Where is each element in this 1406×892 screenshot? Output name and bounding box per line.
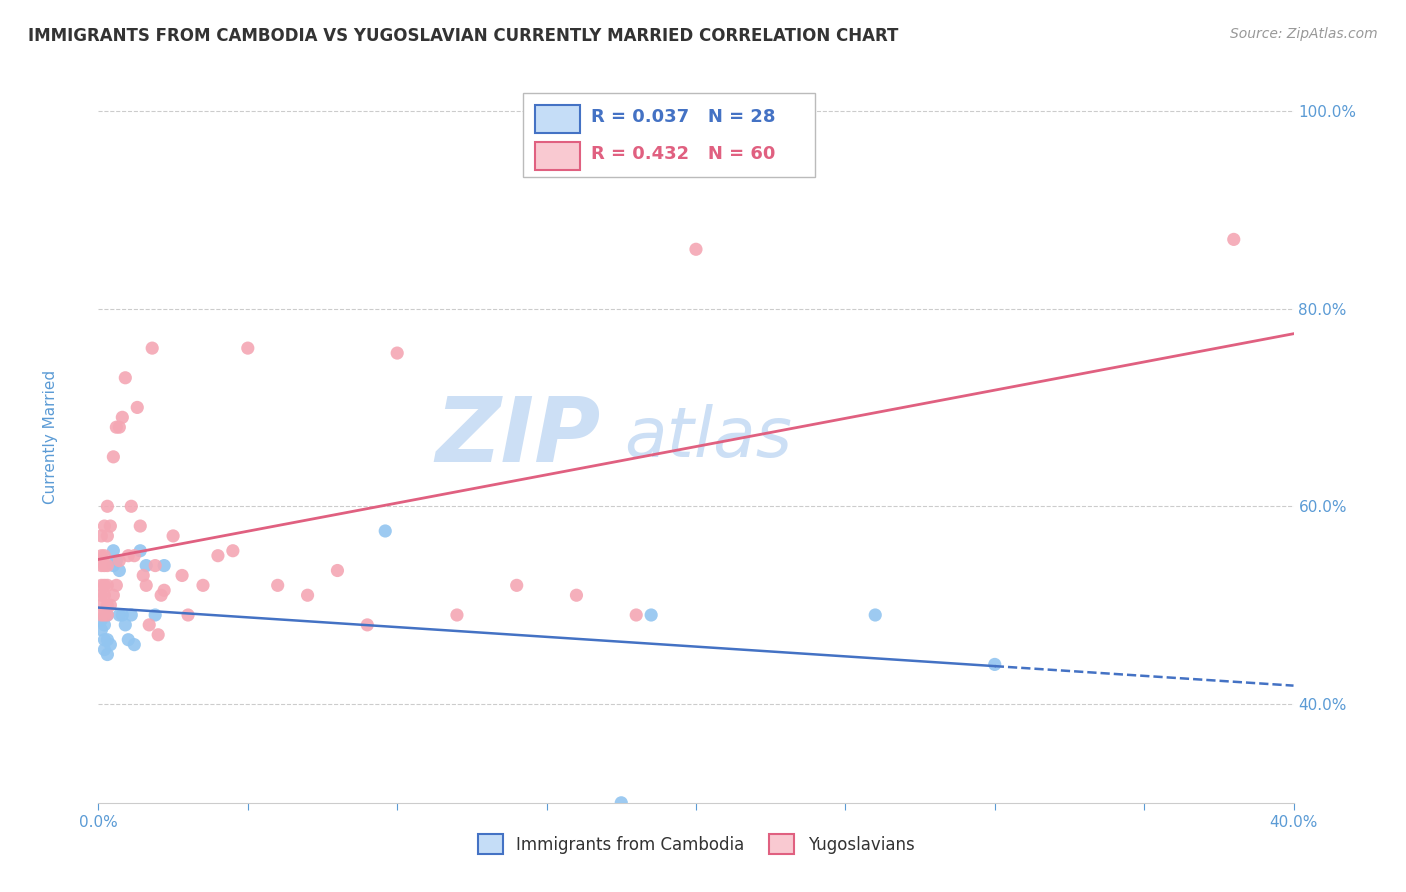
- Legend: Immigrants from Cambodia, Yugoslavians: Immigrants from Cambodia, Yugoslavians: [471, 828, 921, 860]
- Point: [96, 607, 118, 622]
- Point: [132, 568, 155, 582]
- Point: [135, 578, 157, 592]
- Point: [105, 420, 128, 434]
- Point: [446, 607, 468, 622]
- Point: [117, 549, 139, 563]
- Point: [865, 607, 887, 622]
- Point: [565, 588, 588, 602]
- Point: [98, 519, 122, 533]
- Point: [96, 632, 118, 647]
- Point: [148, 628, 170, 642]
- Point: [177, 607, 200, 622]
- Point: [1223, 232, 1246, 246]
- Point: [640, 607, 662, 622]
- Point: [96, 598, 118, 612]
- Point: [610, 796, 633, 810]
- Text: Currently Married: Currently Married: [44, 370, 58, 504]
- Point: [108, 420, 131, 434]
- Point: [162, 529, 184, 543]
- Point: [191, 578, 214, 592]
- Point: [108, 564, 131, 578]
- Point: [93, 607, 115, 622]
- Point: [108, 554, 131, 568]
- Point: [93, 632, 115, 647]
- FancyBboxPatch shape: [534, 142, 581, 170]
- Point: [111, 607, 134, 622]
- Point: [120, 607, 142, 622]
- Point: [326, 564, 349, 578]
- Point: [236, 341, 259, 355]
- Point: [90, 549, 112, 563]
- Point: [153, 583, 176, 598]
- Point: [108, 607, 131, 622]
- Point: [124, 549, 146, 563]
- Point: [114, 618, 136, 632]
- Point: [506, 578, 529, 592]
- Point: [96, 558, 118, 573]
- Text: IMMIGRANTS FROM CAMBODIA VS YUGOSLAVIAN CURRENTLY MARRIED CORRELATION CHART: IMMIGRANTS FROM CAMBODIA VS YUGOSLAVIAN …: [28, 27, 898, 45]
- Point: [356, 618, 378, 632]
- Point: [93, 642, 115, 657]
- Point: [90, 578, 112, 592]
- Point: [93, 519, 115, 533]
- Point: [114, 371, 136, 385]
- Point: [138, 618, 160, 632]
- Point: [105, 554, 128, 568]
- Point: [207, 549, 229, 563]
- Point: [96, 500, 118, 514]
- Point: [96, 529, 118, 543]
- Point: [135, 558, 157, 573]
- Text: ZIP: ZIP: [434, 393, 600, 481]
- Point: [153, 558, 176, 573]
- Point: [90, 598, 112, 612]
- Point: [93, 588, 115, 602]
- Point: [103, 588, 125, 602]
- Text: R = 0.432   N = 60: R = 0.432 N = 60: [591, 145, 775, 163]
- Point: [143, 558, 166, 573]
- Point: [129, 519, 152, 533]
- Point: [385, 346, 409, 360]
- Text: R = 0.037   N = 28: R = 0.037 N = 28: [591, 108, 775, 126]
- Point: [103, 450, 125, 464]
- Text: atlas: atlas: [624, 403, 792, 471]
- Point: [90, 588, 112, 602]
- Point: [129, 543, 152, 558]
- Point: [150, 588, 173, 602]
- Point: [96, 607, 118, 622]
- Point: [98, 598, 122, 612]
- Point: [93, 549, 115, 563]
- Point: [143, 607, 166, 622]
- Point: [127, 401, 149, 415]
- Point: [111, 410, 134, 425]
- Point: [172, 568, 194, 582]
- Point: [117, 632, 139, 647]
- Point: [141, 341, 163, 355]
- Point: [90, 613, 112, 627]
- Point: [90, 558, 112, 573]
- Point: [374, 524, 396, 538]
- Point: [103, 543, 125, 558]
- Point: [267, 578, 290, 592]
- Point: [98, 638, 122, 652]
- Point: [90, 623, 112, 637]
- Point: [96, 578, 118, 592]
- Point: [90, 607, 112, 622]
- Point: [685, 242, 707, 256]
- Point: [984, 657, 1007, 672]
- Point: [96, 648, 118, 662]
- Point: [222, 543, 245, 558]
- Point: [124, 638, 146, 652]
- Point: [93, 618, 115, 632]
- Point: [103, 558, 125, 573]
- Point: [120, 500, 142, 514]
- FancyBboxPatch shape: [523, 94, 815, 178]
- Point: [626, 607, 648, 622]
- Point: [297, 588, 319, 602]
- Point: [90, 529, 112, 543]
- Text: Source: ZipAtlas.com: Source: ZipAtlas.com: [1230, 27, 1378, 41]
- FancyBboxPatch shape: [534, 105, 581, 133]
- Point: [93, 558, 115, 573]
- Point: [105, 578, 128, 592]
- Point: [93, 578, 115, 592]
